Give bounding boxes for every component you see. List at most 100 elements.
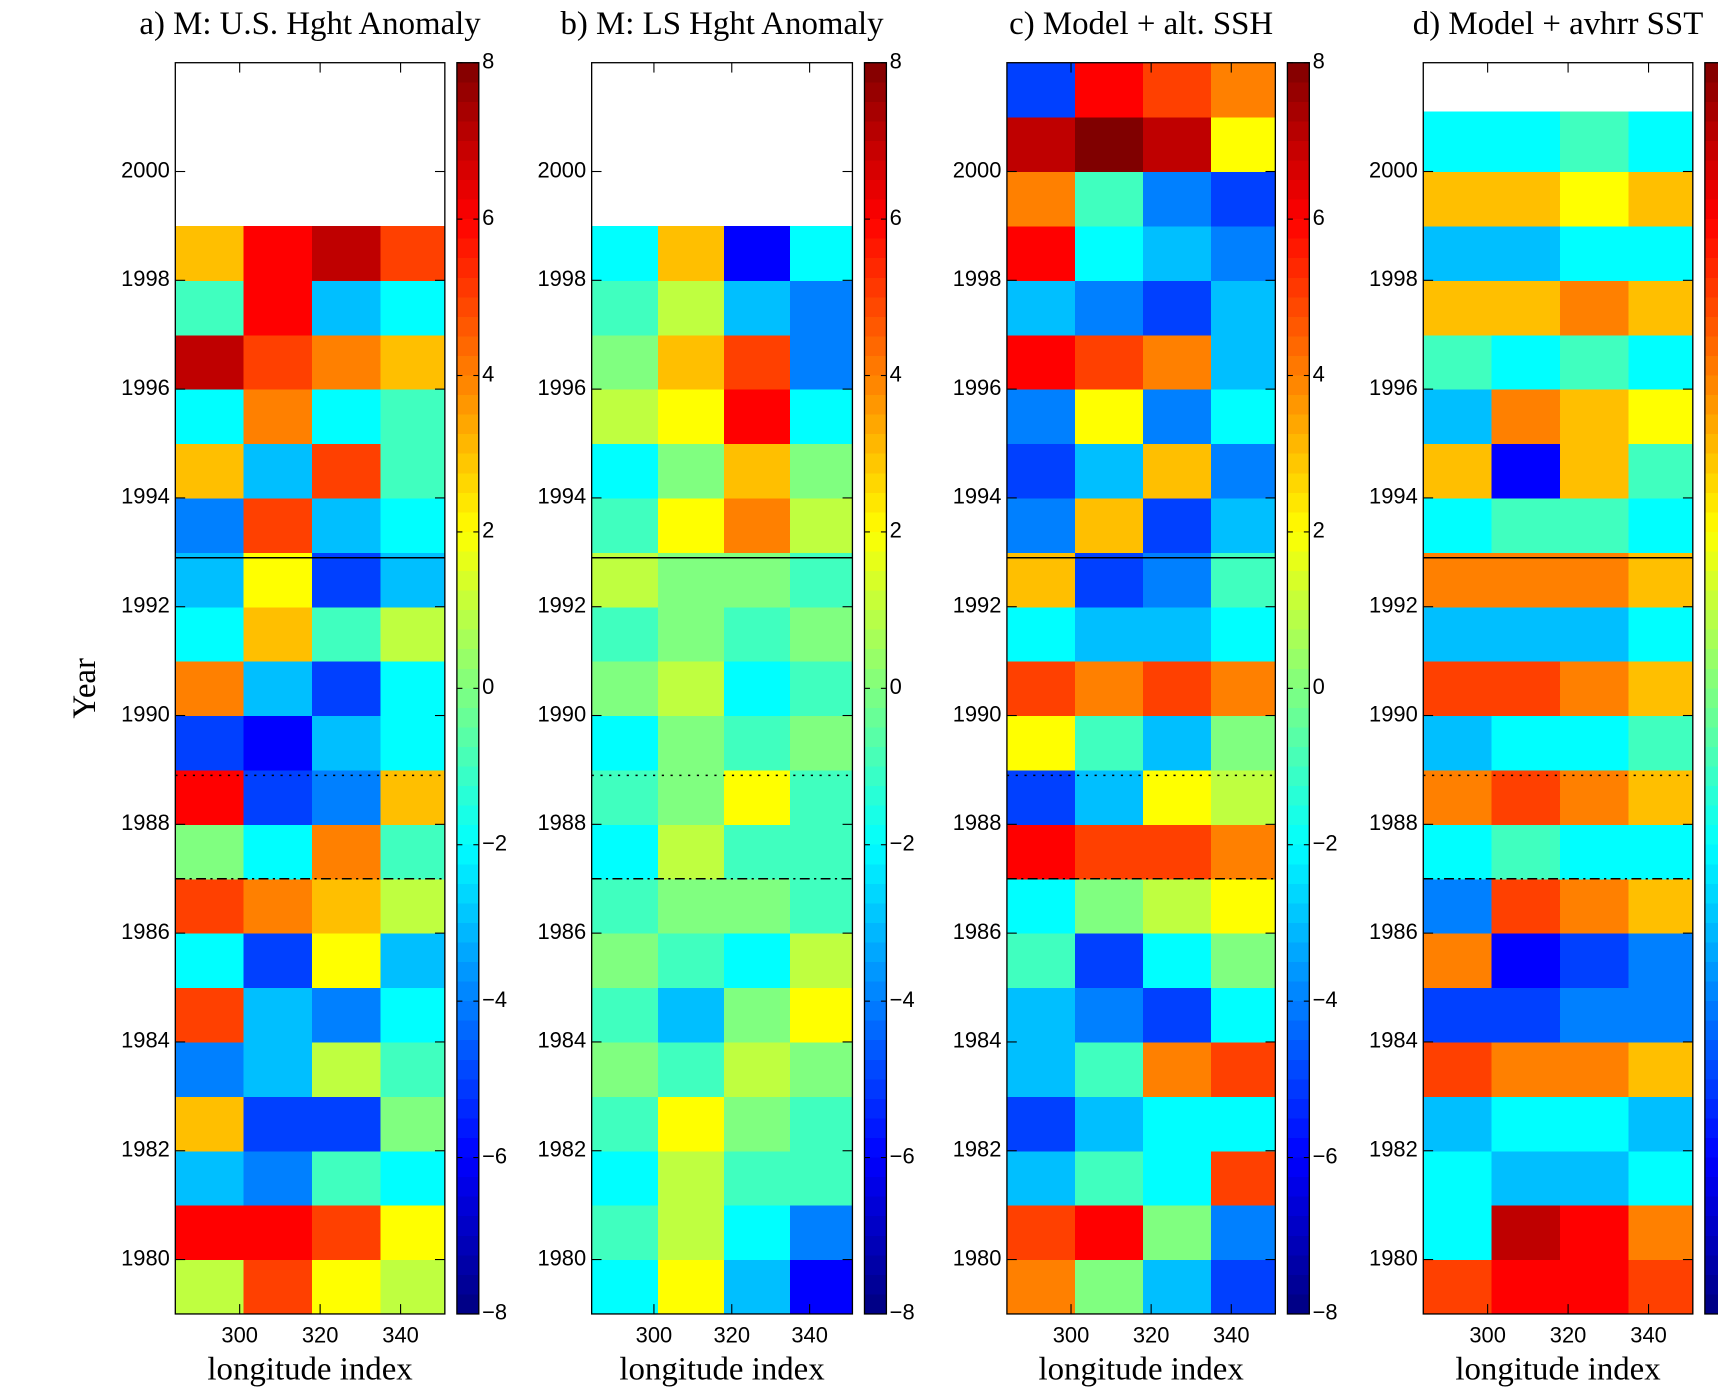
heat-cell xyxy=(312,1150,382,1206)
x-tick-label: 300 xyxy=(1469,1323,1506,1348)
y-tick-label: 2000 xyxy=(537,157,586,182)
colorbar-swatch xyxy=(456,531,479,553)
heat-cell xyxy=(591,225,659,281)
colorbar-swatch xyxy=(1287,903,1310,924)
heat-cell xyxy=(1560,661,1629,717)
colorbar-swatch xyxy=(1287,590,1310,611)
heat-cell xyxy=(591,1041,659,1097)
colorbar-swatch xyxy=(456,590,479,611)
colorbar-swatch xyxy=(1287,121,1310,142)
colorbar-swatch xyxy=(456,219,479,240)
colorbar-swatch xyxy=(1287,1059,1310,1080)
colorbar-swatch xyxy=(1287,688,1310,709)
colorbar-swatch xyxy=(456,688,479,709)
colorbar-swatch xyxy=(1287,492,1310,513)
heat-cell xyxy=(1628,878,1694,934)
heat-cell xyxy=(1006,1096,1076,1152)
colorbar-swatch xyxy=(864,1020,887,1041)
heat-cell xyxy=(1006,334,1076,390)
colorbar-swatch xyxy=(1704,590,1718,611)
panel: 1980 1982 1984 1986 1988 1990 1992 1994 1996 1998… xyxy=(67,6,507,1387)
heat-cell xyxy=(243,1259,313,1315)
colorbar-swatch xyxy=(1704,571,1718,592)
x-tick-label: 320 xyxy=(1550,1323,1587,1348)
colorbar-swatch xyxy=(1287,160,1310,181)
heat-cell xyxy=(243,987,313,1043)
colorbar-swatch xyxy=(864,473,887,494)
colorbar-swatch xyxy=(864,434,887,455)
heat-cell xyxy=(1143,171,1212,227)
heat-cell xyxy=(1423,1041,1493,1097)
heat-cell xyxy=(1006,552,1076,608)
colorbar-tick-label: −6 xyxy=(482,1143,507,1168)
heat-cell xyxy=(243,606,313,662)
colorbar-swatch xyxy=(864,1235,887,1256)
heat-cell xyxy=(1560,606,1629,662)
heat-cell xyxy=(723,1096,791,1152)
heat-cell xyxy=(312,552,382,608)
heat-cell xyxy=(1075,117,1144,173)
heat-cell xyxy=(1491,715,1561,771)
colorbar-tick-label: 6 xyxy=(1313,205,1325,230)
colorbar-tick-label: 0 xyxy=(890,674,902,699)
colorbar-swatch xyxy=(1287,414,1310,435)
panel-title: c) Model + alt. SSH xyxy=(1009,6,1273,42)
heat-cell xyxy=(1491,769,1561,825)
heat-cell xyxy=(591,933,659,989)
colorbar-tick-label: −8 xyxy=(482,1300,507,1325)
colorbar-swatch xyxy=(864,1177,887,1198)
heat-cell xyxy=(1423,1150,1493,1206)
heat-cell xyxy=(1143,769,1212,825)
colorbar-frame xyxy=(1704,62,1718,1315)
colorbar-swatch xyxy=(1704,1098,1718,1119)
colorbar-swatch xyxy=(1704,962,1718,983)
colorbar-tick-label: 8 xyxy=(890,48,902,73)
heat-cell xyxy=(657,1041,725,1097)
y-tick-label: 1998 xyxy=(537,266,586,291)
heat-cell xyxy=(1211,769,1276,825)
plot-frame xyxy=(1422,62,1694,1315)
heat-cell xyxy=(1075,1259,1144,1315)
colorbar-swatch xyxy=(864,610,887,631)
colorbar-swatch xyxy=(864,1059,887,1080)
colorbar-swatch xyxy=(1287,1274,1310,1295)
colorbar-swatch xyxy=(864,336,887,357)
heat-cell xyxy=(1075,225,1144,281)
colorbar-swatch xyxy=(1287,101,1310,122)
colorbar-swatch xyxy=(1704,1040,1718,1061)
colorbar-swatch xyxy=(864,629,887,650)
colorbar-swatch xyxy=(1287,297,1310,318)
heat-cell xyxy=(243,933,313,989)
colorbar-swatch xyxy=(456,82,479,103)
colorbar-swatch xyxy=(456,1255,479,1276)
y-tick-label: 1986 xyxy=(953,919,1002,944)
colorbar-swatch xyxy=(1704,375,1718,396)
heat-cell xyxy=(175,552,245,608)
heat-cell xyxy=(380,824,446,880)
colorbar-swatch xyxy=(864,140,887,162)
heat-cell xyxy=(1491,443,1561,499)
heat-cell xyxy=(243,1205,313,1261)
colorbar-tick-label: −4 xyxy=(1313,987,1338,1012)
colorbar-swatch xyxy=(1287,571,1310,592)
colorbar-swatch xyxy=(1287,786,1310,807)
heat-cell xyxy=(1491,606,1561,662)
heat-cell xyxy=(1211,443,1276,499)
heat-cell xyxy=(591,769,659,825)
colorbar-swatch xyxy=(1704,746,1718,768)
colorbar-swatch xyxy=(1287,512,1310,533)
colorbar-swatch xyxy=(456,355,479,377)
colorbar-swatch xyxy=(456,414,479,435)
heat-cell xyxy=(312,933,382,989)
heat-cell xyxy=(1143,987,1212,1043)
colorbar-swatch xyxy=(1287,805,1310,826)
y-tick-label: 1992 xyxy=(537,593,586,618)
colorbar-swatch xyxy=(864,727,887,748)
colorbar-swatch xyxy=(1287,551,1310,572)
colorbar-tick-label: −4 xyxy=(890,987,915,1012)
heat-cell xyxy=(1560,1205,1629,1261)
heat-cell xyxy=(1628,1259,1694,1315)
heat-cell xyxy=(1211,1096,1276,1152)
heat-cell xyxy=(243,661,313,717)
